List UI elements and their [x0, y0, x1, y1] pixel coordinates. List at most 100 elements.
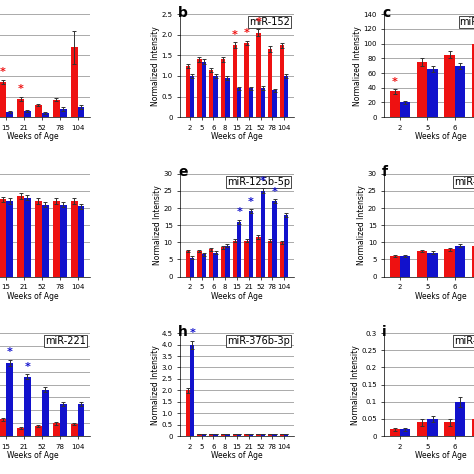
Text: *: * [272, 186, 277, 197]
Bar [60, 205, 66, 277]
Bar [60, 404, 66, 436]
Bar [24, 198, 31, 277]
Y-axis label: Normalized Intensity: Normalized Intensity [357, 185, 366, 265]
Bar [24, 111, 31, 117]
Bar [213, 253, 218, 277]
Bar [444, 55, 455, 117]
Bar [17, 196, 24, 277]
Bar [284, 215, 289, 277]
Bar [221, 247, 225, 277]
Bar [261, 434, 265, 436]
Bar [256, 237, 261, 277]
Bar [225, 78, 230, 117]
Bar [53, 423, 60, 436]
Bar [268, 241, 272, 277]
X-axis label: Weeks of Age: Weeks of Age [211, 132, 263, 141]
Bar [237, 88, 241, 117]
Bar [202, 62, 206, 117]
Text: *: * [248, 197, 254, 207]
Bar [185, 251, 190, 277]
Bar [197, 251, 202, 277]
Bar [78, 107, 84, 117]
Bar [53, 201, 60, 277]
Bar [190, 345, 194, 436]
Y-axis label: Normalized Intensity: Normalized Intensity [151, 345, 160, 425]
Bar [444, 422, 455, 436]
Bar [390, 429, 400, 436]
Bar [78, 404, 84, 436]
Bar [42, 113, 49, 117]
Bar [249, 88, 253, 117]
Bar [272, 91, 277, 117]
Bar [78, 206, 84, 277]
X-axis label: Weeks of Age: Weeks of Age [211, 451, 263, 460]
Text: *: * [237, 207, 242, 217]
Bar [225, 246, 230, 277]
Bar [244, 43, 249, 117]
Text: h: h [178, 325, 188, 339]
Bar [17, 428, 24, 436]
Bar [261, 88, 265, 117]
Bar [209, 70, 213, 117]
Bar [280, 242, 284, 277]
X-axis label: Weeks of Age: Weeks of Age [211, 292, 263, 301]
Text: c: c [382, 6, 391, 20]
Y-axis label: Normalized Intensity: Normalized Intensity [351, 345, 360, 425]
Bar [71, 201, 78, 277]
Bar [455, 66, 465, 117]
X-axis label: Weeks of Age: Weeks of Age [415, 132, 467, 141]
X-axis label: Weeks of Age: Weeks of Age [7, 451, 59, 460]
Text: *: * [189, 328, 195, 338]
Text: miR-99a: miR-99a [454, 177, 474, 187]
Bar [268, 49, 272, 117]
Bar [60, 109, 66, 117]
Bar [455, 402, 465, 436]
X-axis label: Weeks of Age: Weeks of Age [7, 132, 59, 141]
Bar [472, 419, 474, 436]
Bar [42, 205, 49, 277]
Bar [417, 422, 428, 436]
Bar [35, 426, 42, 436]
Bar [221, 60, 225, 117]
Text: e: e [178, 165, 188, 180]
Bar [284, 76, 289, 117]
Bar [209, 434, 213, 436]
Bar [249, 211, 253, 277]
Text: miR-183: miR-183 [454, 336, 474, 346]
Bar [71, 424, 78, 436]
Bar [472, 44, 474, 117]
Bar [268, 434, 272, 436]
Bar [221, 434, 225, 436]
Bar [213, 76, 218, 117]
Bar [233, 45, 237, 117]
Text: miR-376b-3p: miR-376b-3p [228, 336, 290, 346]
Bar [284, 434, 289, 436]
Bar [390, 91, 400, 117]
Text: *: * [392, 77, 398, 87]
Bar [6, 201, 13, 277]
X-axis label: Weeks of Age: Weeks of Age [7, 292, 59, 301]
Bar [249, 434, 253, 436]
Text: miR-221: miR-221 [46, 336, 86, 346]
Bar [202, 255, 206, 277]
Bar [244, 434, 249, 436]
Bar [400, 429, 410, 436]
Bar [417, 62, 428, 117]
Bar [35, 201, 42, 277]
Bar [202, 434, 206, 436]
Bar [185, 391, 190, 436]
Bar [225, 434, 230, 436]
Bar [71, 47, 78, 117]
Bar [237, 222, 241, 277]
Bar [428, 253, 438, 277]
Bar [256, 434, 261, 436]
Text: b: b [178, 6, 188, 20]
Bar [261, 191, 265, 277]
Bar [0, 82, 6, 117]
Bar [0, 419, 6, 436]
Bar [472, 246, 474, 277]
Text: *: * [18, 84, 24, 94]
Text: *: * [260, 176, 266, 186]
Y-axis label: Normalized Intensity: Normalized Intensity [153, 185, 162, 265]
Bar [233, 241, 237, 277]
